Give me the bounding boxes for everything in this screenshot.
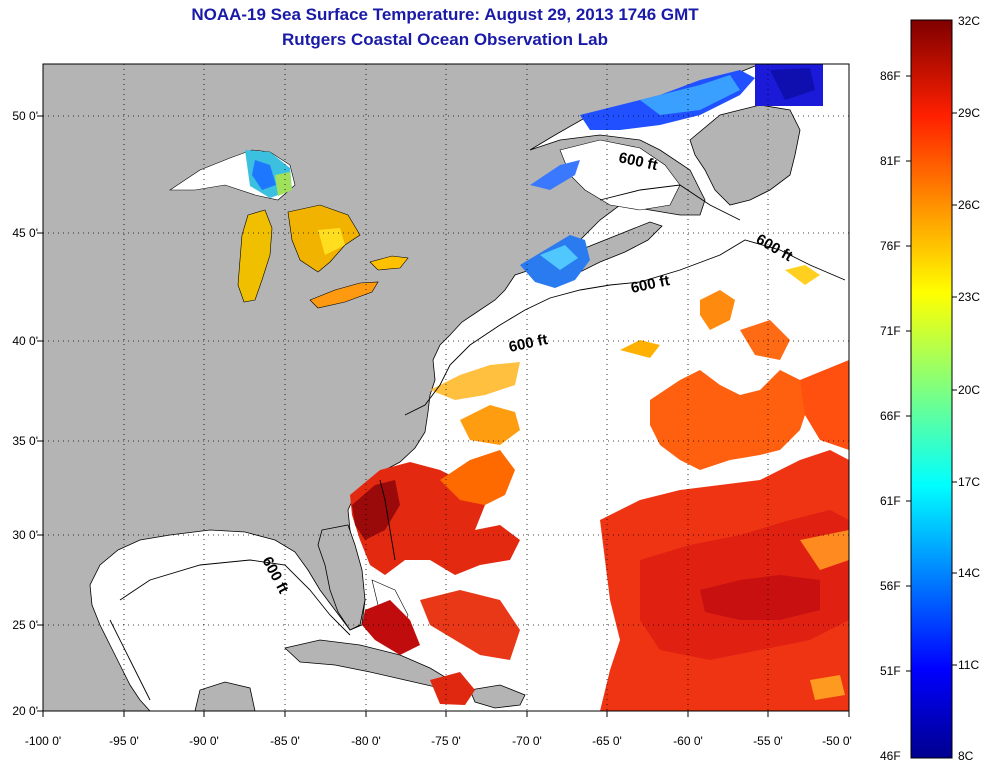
x-tick-label: -80 0' — [351, 734, 381, 748]
colorbar-label-f: 86F — [880, 69, 901, 83]
colorbar-label-c: 20C — [958, 383, 981, 397]
x-tick-label: -100 0' — [24, 734, 62, 748]
lake-ontario — [369, 255, 409, 271]
x-tick-label: -90 0' — [189, 734, 219, 748]
colorbar — [910, 19, 953, 759]
colorbar-label-f: 46F — [880, 749, 901, 763]
y-tick-label: 50 0' — [12, 109, 38, 123]
colorbar-label-c: 32C — [958, 14, 981, 28]
yucatan-land — [194, 681, 256, 711]
colorbar-label-f: 81F — [880, 154, 901, 168]
florida-land — [317, 524, 366, 631]
y-tick-label: 20 0' — [12, 704, 38, 718]
x-tick-label: -75 0' — [431, 734, 461, 748]
hispaniola-land — [469, 684, 526, 709]
x-tick-label: -60 0' — [673, 734, 703, 748]
colorbar-label-f: 56F — [880, 579, 901, 593]
y-tick-label: 45 0' — [12, 226, 38, 240]
x-tick-label: -65 0' — [592, 734, 622, 748]
axis-ticks — [37, 115, 850, 717]
colorbar-label-c: 14C — [958, 566, 981, 580]
colorbar-label-f: 51F — [880, 664, 901, 678]
x-tick-label: -95 0' — [109, 734, 139, 748]
map-title: NOAA-19 Sea Surface Temperature: August … — [191, 5, 699, 24]
north-america-land — [43, 64, 761, 711]
lake-erie — [309, 281, 379, 309]
great-lakes — [169, 149, 409, 309]
x-tick-label: -85 0' — [270, 734, 300, 748]
y-tick-label: 40 0' — [12, 334, 38, 348]
x-tick-label: -50 0' — [822, 734, 852, 748]
contour-600ft — [109, 184, 846, 701]
x-tick-label: -70 0' — [512, 734, 542, 748]
colorbar-label-c: 26C — [958, 198, 981, 212]
y-tick-label: 35 0' — [12, 434, 38, 448]
colorbar-ticks — [906, 75, 957, 672]
colorbar-label-f: 66F — [880, 409, 901, 423]
map-subtitle: Rutgers Coastal Ocean Observation Lab — [282, 30, 608, 49]
colorbar-label-f: 71F — [880, 324, 901, 338]
cold-water-patches — [520, 64, 823, 288]
colorbar-label-c: 8C — [958, 749, 974, 763]
y-tick-label: 25 0' — [12, 618, 38, 632]
colorbar-label-f: 61F — [880, 494, 901, 508]
colorbar-label-f: 76F — [880, 239, 901, 253]
x-tick-label: -55 0' — [753, 734, 783, 748]
warm-water-patches — [350, 265, 849, 711]
colorbar-label-c: 23C — [958, 290, 981, 304]
gulf-st-lawrence — [559, 139, 681, 211]
colorbar-label-c: 17C — [958, 475, 981, 489]
y-tick-label: 30 0' — [12, 528, 38, 542]
colorbar-label-c: 29C — [958, 106, 981, 120]
colorbar-label-c: 11C — [958, 658, 980, 672]
